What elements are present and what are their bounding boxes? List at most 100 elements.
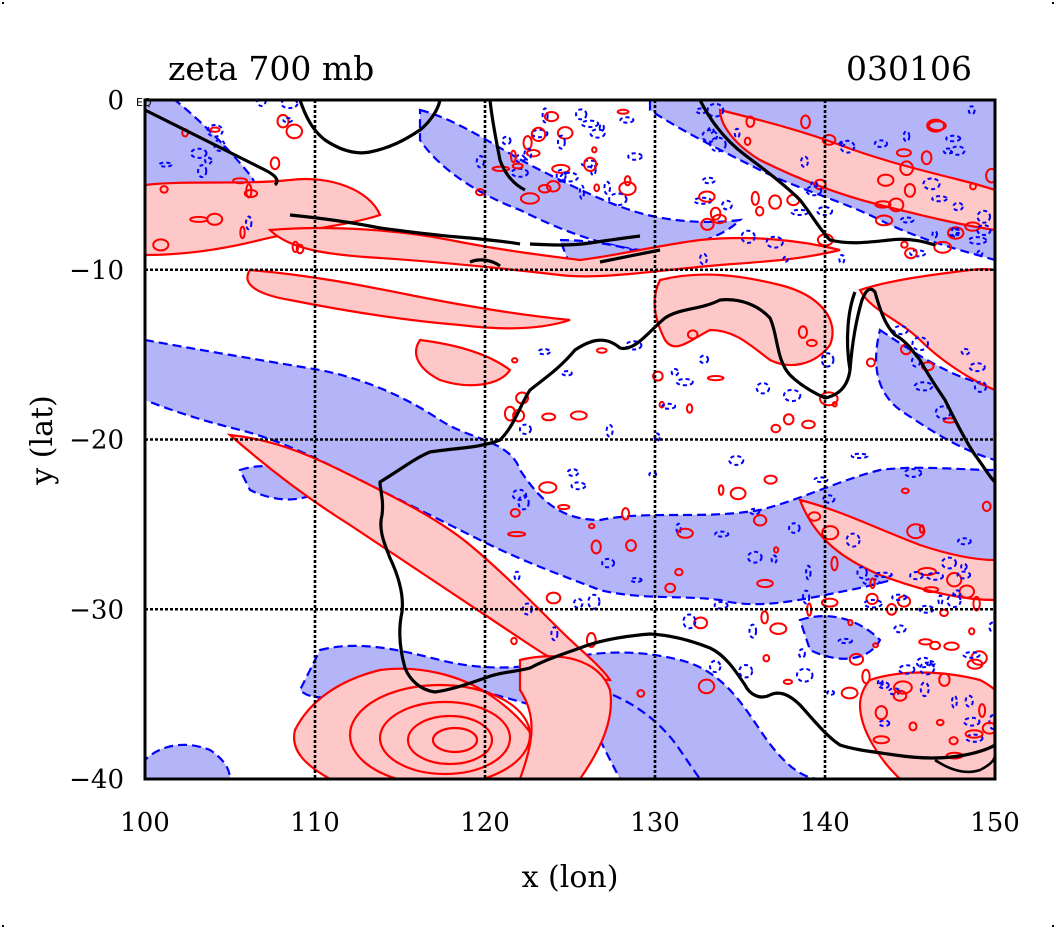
small-negative-contour xyxy=(605,423,614,438)
small-negative-contour xyxy=(555,168,567,183)
small-positive-contour xyxy=(596,347,608,354)
small-positive-contour xyxy=(706,375,725,382)
plot-area xyxy=(145,100,995,779)
grid xyxy=(145,100,995,779)
small-negative-contour xyxy=(957,537,972,546)
small-negative-contour xyxy=(850,452,869,459)
small-negative-contour xyxy=(575,108,588,121)
small-positive-contour xyxy=(801,419,816,430)
small-negative-contour xyxy=(709,136,727,153)
small-negative-contour xyxy=(909,249,927,258)
small-positive-contour xyxy=(543,111,560,123)
small-positive-contour xyxy=(152,238,170,252)
small-positive-contour xyxy=(551,163,571,174)
small-negative-contour xyxy=(805,564,812,581)
small-negative-contour xyxy=(902,130,911,143)
small-negative-contour xyxy=(245,215,253,231)
small-positive-contour xyxy=(922,586,940,594)
small-negative-contour xyxy=(863,598,883,609)
small-negative-contour xyxy=(942,147,954,155)
small-positive-contour xyxy=(209,126,221,133)
small-positive-contour xyxy=(621,507,631,521)
date-label: 030106 xyxy=(846,49,972,88)
y-tick-label: −10 xyxy=(69,256,124,286)
small-positive-contour xyxy=(743,136,752,147)
small-positive-contour xyxy=(285,123,304,140)
corner-dot-tl xyxy=(2,2,4,4)
small-positive-contour xyxy=(805,338,818,348)
small-positive-contour xyxy=(819,391,839,407)
small-positive-contour xyxy=(906,523,926,540)
small-positive-contour xyxy=(686,329,699,340)
coastline-java xyxy=(289,213,521,246)
small-positive-contour xyxy=(782,678,794,686)
small-negative-contour xyxy=(559,171,579,183)
corner-dot-tr xyxy=(1052,2,1054,4)
small-positive-contour xyxy=(623,175,632,187)
negative-region-south-central xyxy=(588,688,702,779)
positive-region-coral-sea xyxy=(858,268,995,392)
small-negative-contour xyxy=(937,594,944,606)
small-negative-contour xyxy=(900,216,915,224)
small-positive-contour xyxy=(920,150,933,166)
small-positive-contour xyxy=(800,114,811,130)
small-negative-contour xyxy=(903,468,923,478)
corner-dot-bl xyxy=(2,925,4,927)
small-negative-contour xyxy=(598,123,605,132)
small-positive-contour xyxy=(899,160,914,176)
small-positive-contour xyxy=(861,668,871,685)
small-positive-contour xyxy=(874,705,888,721)
small-positive-contour xyxy=(831,401,838,408)
y-tick-label: 0 xyxy=(107,86,124,116)
small-positive-contour xyxy=(985,167,995,184)
small-negative-contour xyxy=(589,163,597,177)
positive-region-mid-ribbon xyxy=(414,338,512,387)
small-negative-contour xyxy=(926,571,944,581)
small-negative-contour xyxy=(915,656,932,669)
small-positive-contour xyxy=(760,610,769,625)
small-positive-contour xyxy=(159,185,169,194)
small-positive-contour xyxy=(509,508,521,518)
small-positive-contour xyxy=(821,134,837,146)
small-negative-contour xyxy=(798,648,806,659)
small-positive-contour xyxy=(872,735,890,745)
small-negative-contour xyxy=(282,117,294,124)
small-positive-contour xyxy=(245,183,253,199)
small-negative-contour xyxy=(714,530,730,538)
small-positive-contour xyxy=(583,156,598,172)
y-tick-label: −30 xyxy=(69,595,124,625)
small-negative-contour xyxy=(967,236,988,245)
small-positive-contour xyxy=(545,180,561,193)
small-negative-contour xyxy=(845,532,861,548)
small-positive-contour xyxy=(522,135,533,151)
small-negative-contour xyxy=(629,577,643,583)
small-positive-contour xyxy=(926,118,945,133)
coastline-new-guinea xyxy=(698,100,936,247)
small-negative-contour xyxy=(513,570,521,582)
negative-region-sw-corner xyxy=(145,743,232,779)
small-negative-contour xyxy=(197,164,208,179)
small-positive-contour xyxy=(511,162,524,170)
small-positive-contour xyxy=(276,113,290,129)
small-negative-contour xyxy=(158,161,173,168)
low-center-contours xyxy=(348,683,532,779)
small-negative-contour xyxy=(960,348,971,356)
small-negative-contour xyxy=(947,226,959,238)
small-positive-contour xyxy=(782,413,795,426)
small-positive-contour xyxy=(874,214,894,227)
coastline-sumatra xyxy=(145,108,279,187)
small-positive-contour xyxy=(618,181,637,196)
small-positive-contour xyxy=(756,578,774,589)
small-negative-contour xyxy=(922,177,941,191)
small-positive-contour xyxy=(762,654,771,663)
small-positive-contour xyxy=(674,567,684,577)
small-positive-contour xyxy=(966,658,984,670)
positive-vorticity-regions xyxy=(145,108,995,779)
small-positive-contour xyxy=(745,115,756,128)
small-negative-contour xyxy=(941,556,957,570)
small-positive-contour xyxy=(625,539,637,552)
small-negative-contour xyxy=(748,623,758,639)
small-positive-contour xyxy=(685,403,694,414)
small-positive-contour xyxy=(948,736,959,746)
small-negative-contour xyxy=(952,201,964,212)
